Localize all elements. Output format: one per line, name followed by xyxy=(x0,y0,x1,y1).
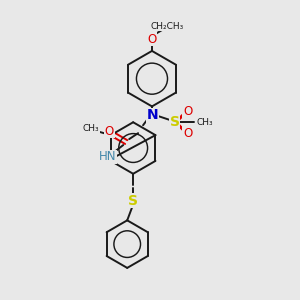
Text: CH₂CH₃: CH₂CH₃ xyxy=(150,22,184,31)
Text: O: O xyxy=(183,105,192,118)
Text: N: N xyxy=(147,108,159,122)
Text: O: O xyxy=(183,127,192,140)
Text: S: S xyxy=(128,194,138,208)
Text: HN: HN xyxy=(99,150,116,164)
Text: CH₃: CH₃ xyxy=(196,118,213,127)
Text: S: S xyxy=(170,115,180,129)
Text: CH₃: CH₃ xyxy=(83,124,99,133)
Text: O: O xyxy=(147,32,157,46)
Text: O: O xyxy=(105,125,114,138)
